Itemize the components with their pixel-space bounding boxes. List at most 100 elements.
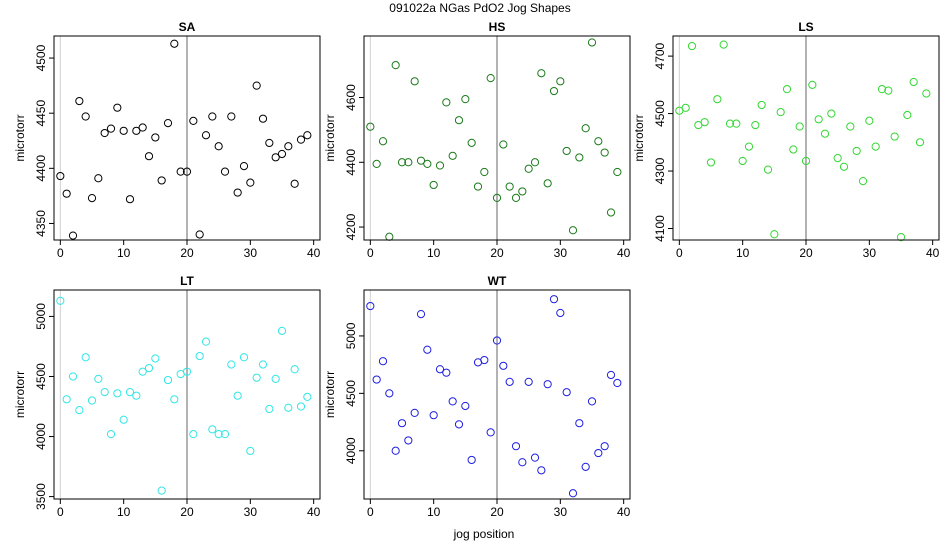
- data-point: [738, 156, 747, 166]
- data-point: [94, 174, 103, 183]
- data-point: [423, 345, 432, 354]
- data-point: [176, 167, 185, 176]
- y-tick-label: 4300: [653, 157, 667, 184]
- data-point: [713, 95, 722, 104]
- data-point: [397, 419, 407, 428]
- data-point: [271, 374, 280, 383]
- data-point: [587, 397, 597, 406]
- data-point: [227, 360, 236, 369]
- y-tick-label: 4700: [653, 42, 667, 69]
- x-tick-label: 0: [676, 246, 683, 260]
- data-point: [195, 351, 204, 361]
- data-point: [170, 39, 179, 48]
- data-point: [575, 153, 584, 162]
- data-point: [448, 397, 457, 406]
- data-point: [252, 81, 261, 90]
- data-point: [157, 176, 166, 185]
- panel-title: LT: [180, 274, 194, 288]
- data-point: [442, 368, 451, 377]
- data-point: [258, 114, 268, 123]
- data-point: [106, 124, 116, 133]
- data-point: [246, 446, 255, 456]
- y-tick-label: 3500: [34, 483, 48, 510]
- data-point: [138, 123, 147, 132]
- x-tick-label: 20: [799, 246, 813, 260]
- panels: 0 10 20 30 40 4350 4400 4450 4500 SA microtorr 0 10 2…: [13, 20, 940, 519]
- data-point: [877, 85, 887, 94]
- data-point: [233, 391, 242, 400]
- data-point: [499, 140, 508, 149]
- data-point: [814, 115, 823, 124]
- panel-title: LS: [798, 20, 813, 34]
- x-tick-label: 30: [244, 246, 258, 260]
- data-point: [600, 442, 609, 451]
- x-tick-label: 10: [117, 505, 131, 519]
- data-point: [246, 178, 255, 187]
- data-point: [75, 96, 84, 106]
- y-tick-label: 4500: [34, 363, 48, 390]
- data-point: [518, 458, 527, 467]
- data-point: [220, 430, 230, 439]
- panel-title: HS: [489, 20, 506, 34]
- data-point: [732, 119, 741, 128]
- data-point: [524, 164, 533, 173]
- data-point: [290, 179, 299, 188]
- data-point: [795, 122, 804, 131]
- data-point: [119, 415, 128, 424]
- x-tick-label: 40: [617, 246, 631, 260]
- data-point: [537, 466, 546, 475]
- data-point: [81, 112, 90, 121]
- data-point: [372, 375, 381, 384]
- y-tick-label: 5000: [344, 322, 358, 349]
- data-point: [303, 131, 312, 140]
- y-axis-label: microtorr: [323, 371, 337, 418]
- data-point: [594, 448, 603, 458]
- data-point: [492, 193, 502, 203]
- data-point: [782, 85, 792, 94]
- x-tick-label: 10: [427, 505, 441, 519]
- data-point: [915, 138, 925, 147]
- data-point: [214, 142, 223, 151]
- data-point: [511, 442, 521, 451]
- data-point: [480, 355, 489, 365]
- y-tick-label: 4000: [344, 437, 358, 464]
- data-point: [182, 367, 192, 376]
- data-point: [68, 372, 78, 381]
- data-point: [81, 353, 90, 362]
- data-point: [372, 159, 381, 169]
- data-point: [100, 387, 109, 397]
- data-point: [706, 158, 716, 167]
- data-point: [151, 354, 160, 363]
- y-tick-label: 4500: [34, 44, 48, 71]
- data-point: [511, 193, 521, 203]
- data-point: [189, 430, 198, 439]
- data-point: [265, 138, 274, 148]
- data-point: [492, 336, 502, 345]
- data-point: [214, 430, 223, 439]
- data-point: [594, 137, 603, 146]
- data-point: [87, 396, 97, 405]
- data-point: [763, 165, 773, 174]
- y-tick-label: 4450: [34, 100, 48, 127]
- data-point: [290, 365, 299, 374]
- x-tick-label: 0: [367, 246, 374, 260]
- data-point: [537, 69, 546, 78]
- data-point: [549, 295, 559, 304]
- data-point: [195, 230, 204, 239]
- data-point: [454, 420, 464, 429]
- y-tick-label: 4500: [653, 100, 667, 127]
- data-point: [208, 425, 217, 434]
- data-point: [562, 388, 571, 397]
- data-point: [163, 375, 173, 385]
- x-tick-label: 0: [57, 505, 64, 519]
- data-point: [258, 360, 268, 369]
- panel-ls: 0 10 20 30 40 4100 4300 4500 4700 LS microtorr: [632, 20, 940, 260]
- data-point: [909, 77, 918, 87]
- data-point: [568, 226, 578, 235]
- panel-hs: 0 10 20 30 40 4200 4400 4600 HS microtorr: [323, 20, 631, 260]
- panel-title: SA: [179, 20, 196, 34]
- data-point: [378, 137, 388, 146]
- data-point: [404, 158, 413, 167]
- data-point: [524, 377, 533, 386]
